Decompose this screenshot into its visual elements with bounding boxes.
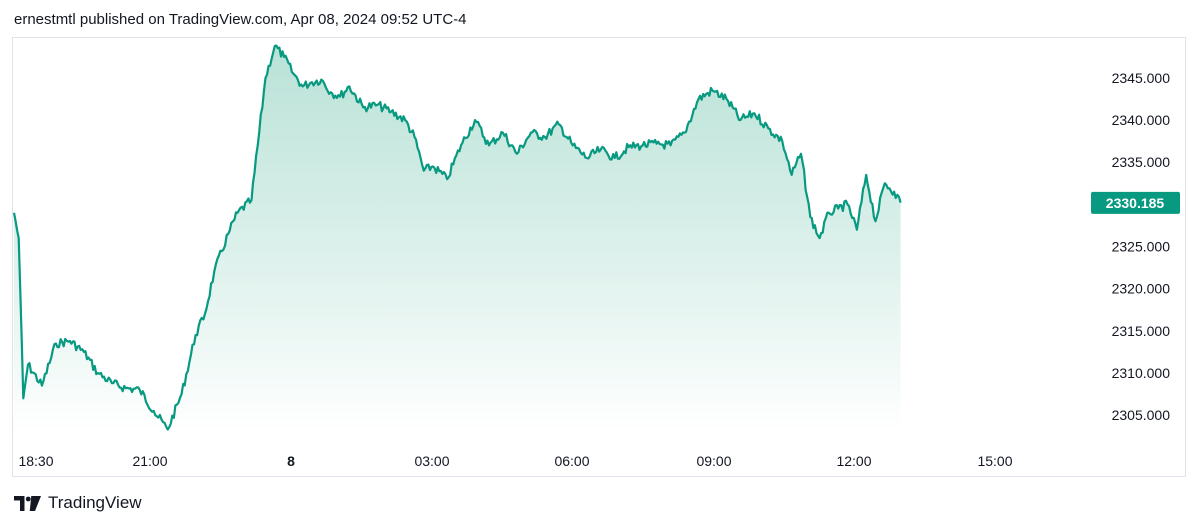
y-tick-label: 2305.000 xyxy=(1112,407,1171,423)
x-tick-label: 18:30 xyxy=(18,453,53,469)
x-tick-label: 09:00 xyxy=(696,453,731,469)
price-line xyxy=(12,44,902,431)
footer-brand[interactable]: TradingView xyxy=(14,493,142,513)
price-area-fill xyxy=(14,45,901,432)
y-tick-label: 2315.000 xyxy=(1112,323,1171,339)
y-tick-label: 2345.000 xyxy=(1112,70,1171,86)
tradingview-logo-icon xyxy=(14,495,41,511)
brand-name: TradingView xyxy=(48,493,142,512)
x-tick-label: 8 xyxy=(287,453,295,469)
x-tick-label: 15:00 xyxy=(977,453,1012,469)
x-tick-label: 21:00 xyxy=(132,453,167,469)
x-tick-label: 06:00 xyxy=(554,453,589,469)
chart-frame xyxy=(12,37,1186,477)
last-price-badge: 2330.185 xyxy=(1091,191,1180,214)
y-tick-label: 2320.000 xyxy=(1112,281,1171,297)
last-price-label: 2330.185 xyxy=(1106,195,1165,211)
x-tick-label: 03:00 xyxy=(414,453,449,469)
y-tick-label: 2310.000 xyxy=(1112,365,1171,381)
x-tick-label: 12:00 xyxy=(836,453,871,469)
y-tick-label: 2340.000 xyxy=(1112,112,1171,128)
y-tick-label: 2325.000 xyxy=(1112,239,1171,255)
publish-info: ernestmtl published on TradingView.com, … xyxy=(14,11,467,28)
last-price-badge-bg xyxy=(1091,191,1180,214)
y-tick-label: 2335.000 xyxy=(1112,154,1171,170)
